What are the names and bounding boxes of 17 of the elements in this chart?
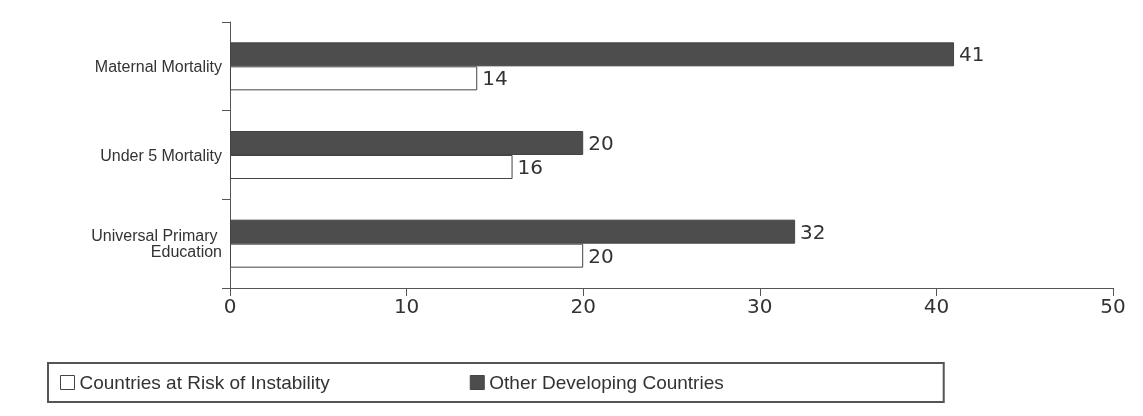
legend-label: Countries at Risk of Instability bbox=[79, 372, 331, 393]
data-label: 32 bbox=[800, 219, 826, 244]
y-tick-label: Maternal Mortality bbox=[94, 57, 222, 75]
data-label: 14 bbox=[482, 66, 508, 91]
data-label: 20 bbox=[588, 131, 614, 155]
data-label: 16 bbox=[517, 155, 544, 179]
data-label: 20 bbox=[588, 243, 614, 268]
legend-label: Other Developing Countries bbox=[489, 372, 724, 393]
y-tick-label: Under 5 Mortality bbox=[100, 146, 222, 164]
x-tick-label: 40 bbox=[923, 294, 950, 318]
y-tick-label: Universal Primary Education bbox=[91, 227, 222, 261]
data-label: 41 bbox=[959, 42, 985, 67]
x-tick-label: 10 bbox=[393, 294, 420, 318]
x-tick-label: 50 bbox=[1100, 294, 1126, 318]
x-tick-label: 30 bbox=[747, 294, 773, 318]
x-tick-label: 20 bbox=[570, 294, 596, 318]
x-tick-label: 0 bbox=[223, 294, 237, 318]
